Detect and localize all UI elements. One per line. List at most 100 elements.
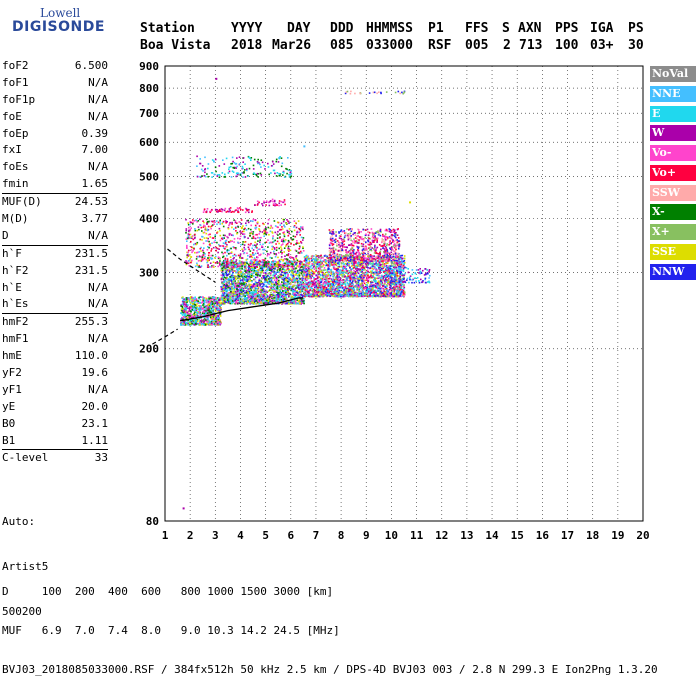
echo-point — [249, 292, 251, 294]
echo-point — [291, 280, 293, 282]
echo-point — [270, 299, 272, 301]
header-label-11: PS — [628, 20, 644, 37]
echo-point — [242, 279, 244, 281]
echo-point — [324, 255, 326, 257]
echo-point — [281, 292, 283, 294]
echo-point — [194, 303, 196, 305]
echo-point — [393, 263, 395, 265]
echo-point — [293, 273, 295, 275]
echo-point — [328, 262, 330, 264]
echo-point — [228, 297, 230, 299]
echo-point — [201, 296, 203, 298]
echo-point — [254, 285, 256, 287]
echo-point — [255, 298, 257, 300]
echo-point — [204, 302, 206, 304]
echo-point — [297, 283, 299, 285]
echo-point — [343, 263, 345, 265]
echo-point — [213, 323, 215, 325]
echo-point — [209, 324, 211, 326]
echo-point — [228, 301, 230, 303]
echo-point — [295, 268, 297, 270]
echo-point — [248, 295, 250, 297]
echo-point — [182, 314, 184, 316]
echo-point — [399, 273, 401, 275]
echo-point — [304, 260, 306, 262]
echo-point — [253, 272, 255, 274]
chart-points — [180, 78, 431, 510]
echo-point — [233, 302, 235, 304]
header-value-4: 033000 — [366, 37, 413, 54]
echo-point — [244, 287, 246, 289]
echo-point — [339, 279, 341, 281]
echo-point — [231, 300, 233, 302]
echo-point — [203, 321, 205, 323]
echo-point — [237, 285, 239, 287]
echo-point — [194, 298, 196, 300]
echo-point — [215, 319, 217, 321]
param-value: N/A — [88, 159, 108, 176]
echo-point — [230, 270, 232, 272]
echo-point — [236, 289, 238, 291]
echo-point — [220, 315, 222, 317]
echo-point — [217, 315, 219, 317]
echo-point — [265, 290, 267, 292]
echo-point — [266, 281, 268, 283]
echo-point — [183, 316, 185, 318]
echo-point — [367, 269, 369, 271]
param-name: D — [2, 228, 9, 245]
echo-point — [199, 308, 201, 310]
echo-point — [184, 323, 186, 325]
echo-point — [239, 283, 241, 285]
param-value: 231.5 — [75, 263, 108, 280]
echo-point — [194, 316, 196, 318]
echo-point — [235, 286, 237, 288]
echo-point — [234, 275, 236, 277]
echo-point — [261, 268, 263, 270]
echo-point — [302, 271, 304, 273]
echo-point — [258, 287, 260, 289]
echo-point — [359, 266, 361, 268]
header-label-3: DDD — [330, 20, 353, 37]
param-name: fxI — [2, 142, 22, 159]
echo-point — [215, 315, 217, 317]
echo-point — [219, 301, 221, 303]
echo-point — [261, 289, 263, 291]
echo-point — [225, 287, 227, 289]
echo-point — [260, 287, 262, 289]
echo-point — [310, 278, 312, 280]
echo-point — [277, 292, 279, 294]
echo-point — [248, 284, 250, 286]
echo-point — [260, 267, 262, 269]
echo-point — [204, 304, 206, 306]
echo-point — [238, 303, 240, 305]
echo-point — [344, 282, 346, 284]
echo-point — [287, 274, 289, 276]
echo-point — [296, 292, 298, 294]
echo-point — [235, 277, 237, 279]
echo-point — [366, 284, 368, 286]
echo-point — [265, 274, 267, 276]
echo-point — [262, 299, 264, 301]
echo-point — [284, 269, 286, 271]
echo-point — [230, 283, 232, 285]
echo-point — [311, 281, 313, 283]
echo-point — [246, 297, 248, 299]
echo-point — [186, 297, 188, 299]
echo-point — [248, 269, 250, 271]
echo-point — [181, 306, 183, 308]
echo-point — [277, 286, 279, 288]
echo-point — [201, 323, 203, 325]
echo-point — [270, 272, 272, 274]
echo-point — [274, 271, 276, 273]
echo-point — [274, 294, 276, 296]
echo-point — [250, 280, 252, 282]
echo-point — [296, 285, 298, 287]
echo-point — [227, 275, 229, 277]
echo-point — [297, 287, 299, 289]
echo-point — [192, 297, 194, 299]
echo-point — [195, 321, 197, 323]
echo-point — [349, 270, 351, 272]
